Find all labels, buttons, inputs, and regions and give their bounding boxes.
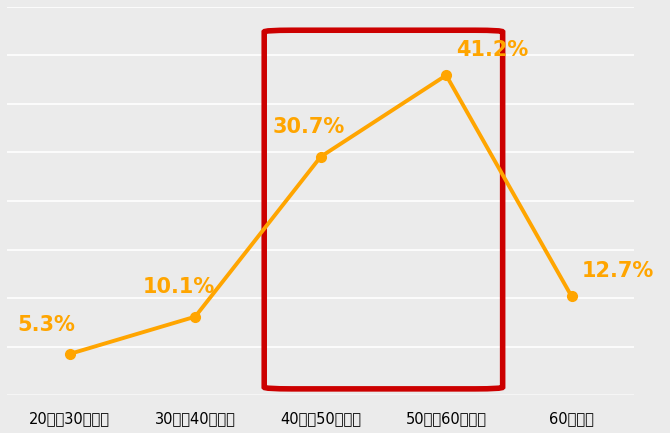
Text: 10.1%: 10.1% (143, 277, 214, 297)
Text: 30.7%: 30.7% (273, 117, 345, 137)
Text: 41.2%: 41.2% (456, 40, 529, 60)
Text: 12.7%: 12.7% (582, 261, 654, 281)
Text: 5.3%: 5.3% (17, 314, 75, 335)
